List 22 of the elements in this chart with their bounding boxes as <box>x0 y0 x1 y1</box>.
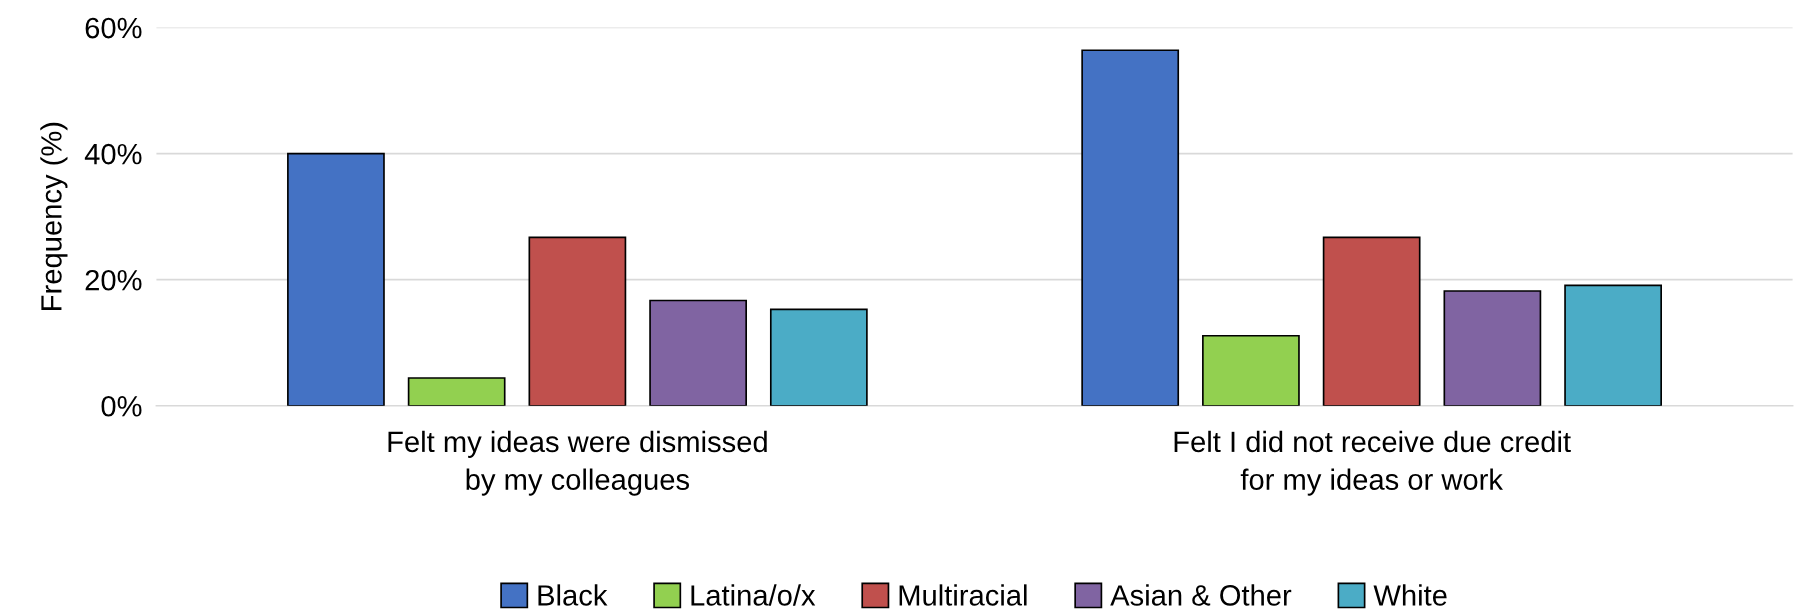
y-tick-label: 0% <box>101 395 142 417</box>
x-tick-label: Felt my ideas were dismissed by my colleagues <box>388 430 767 496</box>
bar <box>1564 284 1662 406</box>
legend-label: Multiracial <box>899 584 1027 606</box>
y-axis-title: Frequency (%) <box>40 122 68 310</box>
bar <box>1443 290 1542 406</box>
x-tick-label: Felt I did not receive due credit for my ideas or work <box>1174 430 1571 496</box>
legend-label: White <box>1373 584 1447 606</box>
y-tick-label: 60% <box>85 17 142 39</box>
bar <box>1202 334 1300 406</box>
legend-label: Asian & Other <box>1110 584 1292 606</box>
y-tick-label: 40% <box>84 143 142 165</box>
y-tick-label: 20% <box>85 269 142 291</box>
legend-label: Latina/o/x <box>691 584 816 606</box>
bar <box>1081 49 1180 406</box>
bar <box>407 377 506 406</box>
bar <box>528 236 627 406</box>
bar <box>1322 236 1421 406</box>
bar <box>287 152 385 406</box>
bar <box>769 308 868 406</box>
legend-label: Black <box>538 584 608 606</box>
bar <box>649 299 748 406</box>
